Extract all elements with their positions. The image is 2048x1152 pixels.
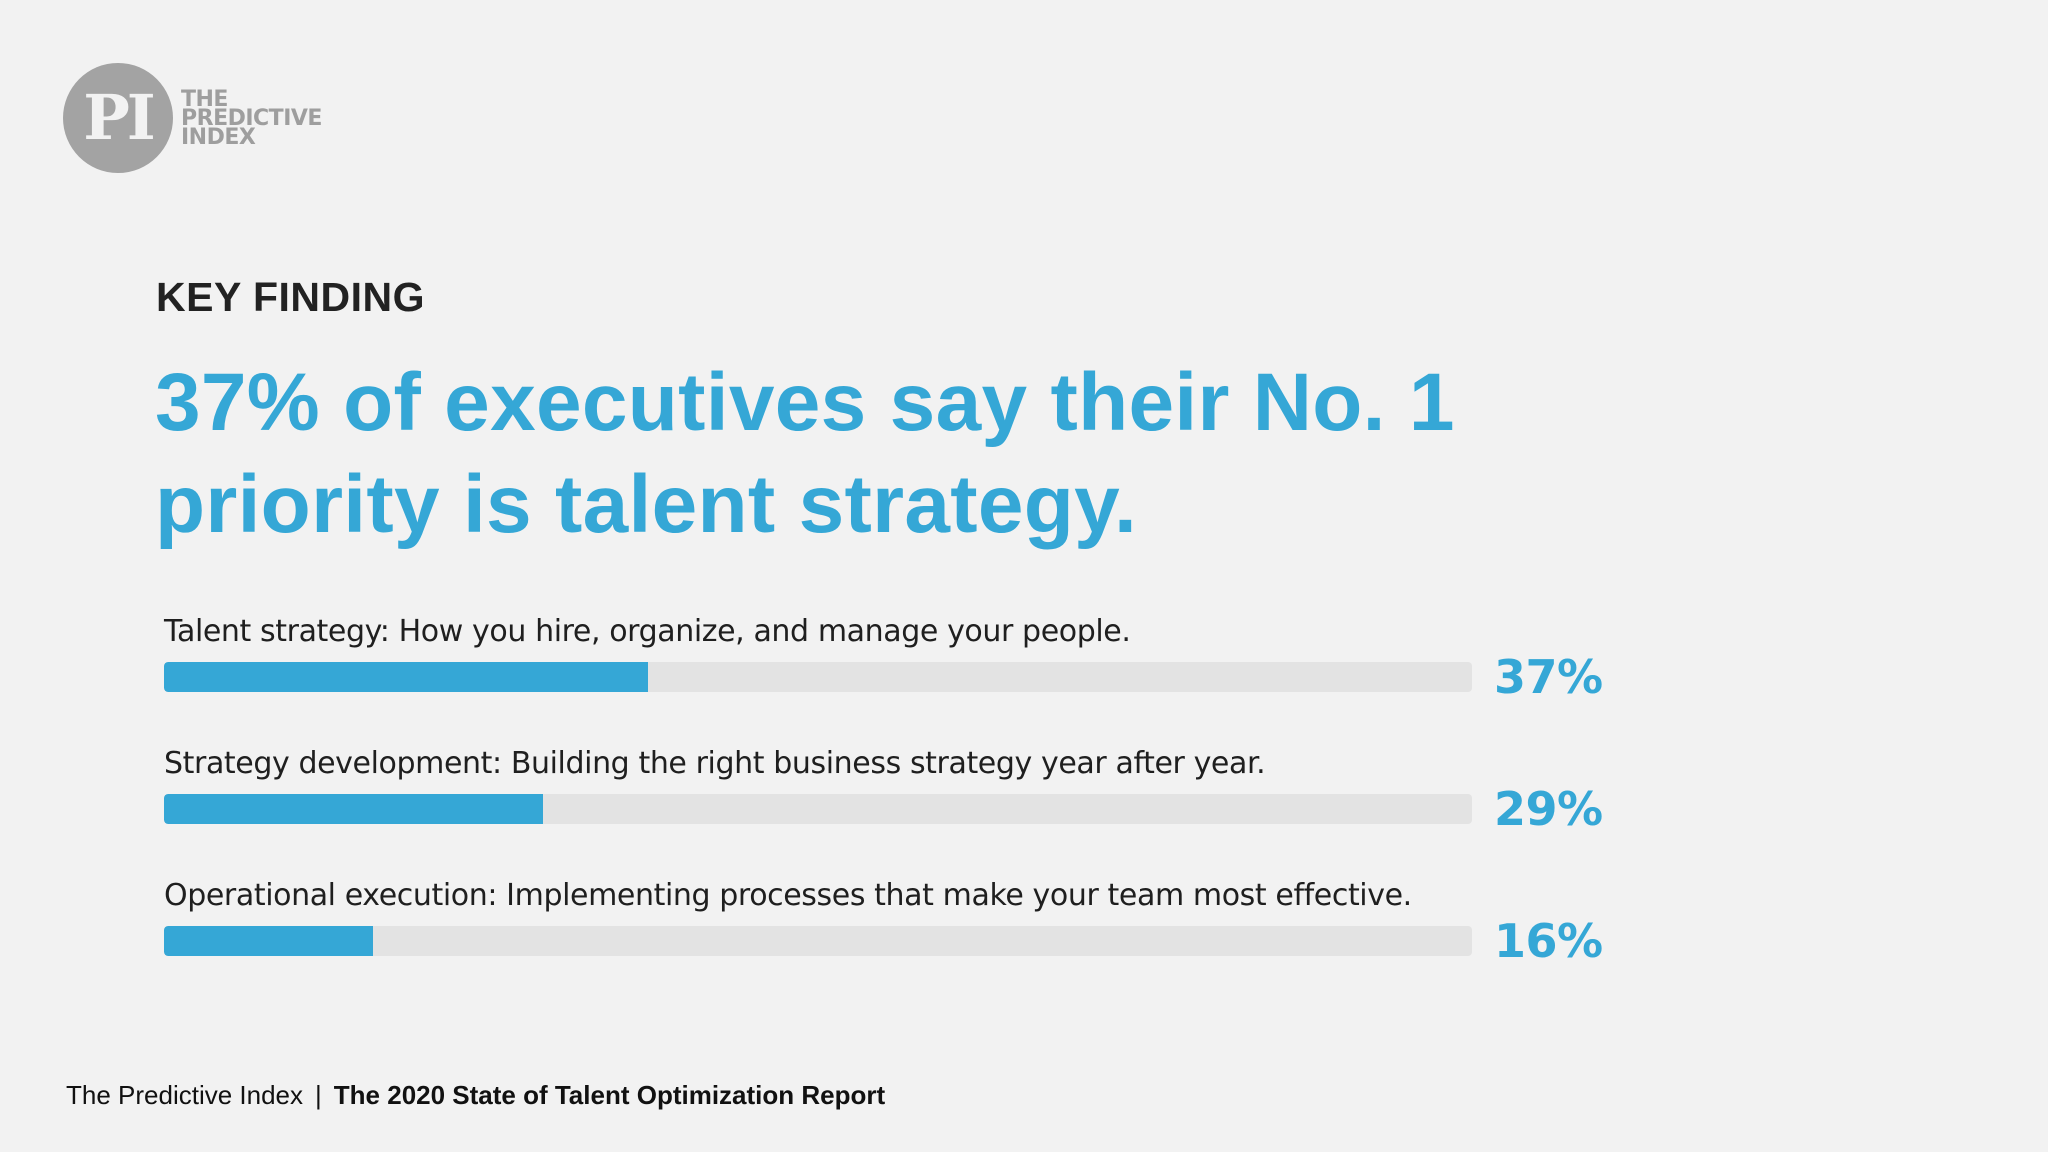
footer-publisher: The Predictive Index bbox=[66, 1080, 304, 1110]
bar-label: Strategy development: Building the right… bbox=[164, 746, 1266, 781]
bar-value-label: 16% bbox=[1494, 914, 1603, 968]
footer: The Predictive Index | The 2020 State of T… bbox=[66, 1080, 885, 1111]
bar-value-label: 29% bbox=[1494, 782, 1603, 836]
key-finding-label: KEY FINDING bbox=[156, 274, 425, 320]
bar-row: Talent strategy: How you hire, organize,… bbox=[164, 600, 1624, 710]
logo-wordmark: THE PREDICTIVE INDEX bbox=[181, 87, 322, 150]
bar-row: Operational execution: Implementing proc… bbox=[164, 864, 1624, 974]
footer-separator: | bbox=[315, 1080, 322, 1110]
bar-track bbox=[164, 662, 1472, 692]
bar-fill bbox=[164, 794, 543, 824]
bar-track bbox=[164, 926, 1472, 956]
bar-label: Talent strategy: How you hire, organize,… bbox=[164, 614, 1131, 649]
logo-mark: PI bbox=[83, 81, 156, 154]
bar-value-label: 37% bbox=[1494, 650, 1603, 704]
logo-circle bbox=[63, 63, 173, 173]
bar-label: Operational execution: Implementing proc… bbox=[164, 878, 1412, 913]
bar-row: Strategy development: Building the right… bbox=[164, 732, 1624, 842]
footer-report-title: The 2020 State of Talent Optimization Re… bbox=[333, 1080, 886, 1110]
logo-line-2: PREDICTIVE bbox=[181, 106, 322, 131]
predictive-index-logo: PI THE PREDICTIVE INDEX bbox=[63, 63, 363, 175]
bar-fill bbox=[164, 926, 373, 956]
logo-line-3: INDEX bbox=[181, 125, 256, 150]
bar-fill bbox=[164, 662, 648, 692]
headline: 37% of executives say their No. 1 priori… bbox=[155, 357, 1455, 550]
priority-bar-chart: Talent strategy: How you hire, organize,… bbox=[164, 600, 1624, 980]
bar-track bbox=[164, 794, 1472, 824]
logo-line-1: THE bbox=[181, 87, 228, 112]
